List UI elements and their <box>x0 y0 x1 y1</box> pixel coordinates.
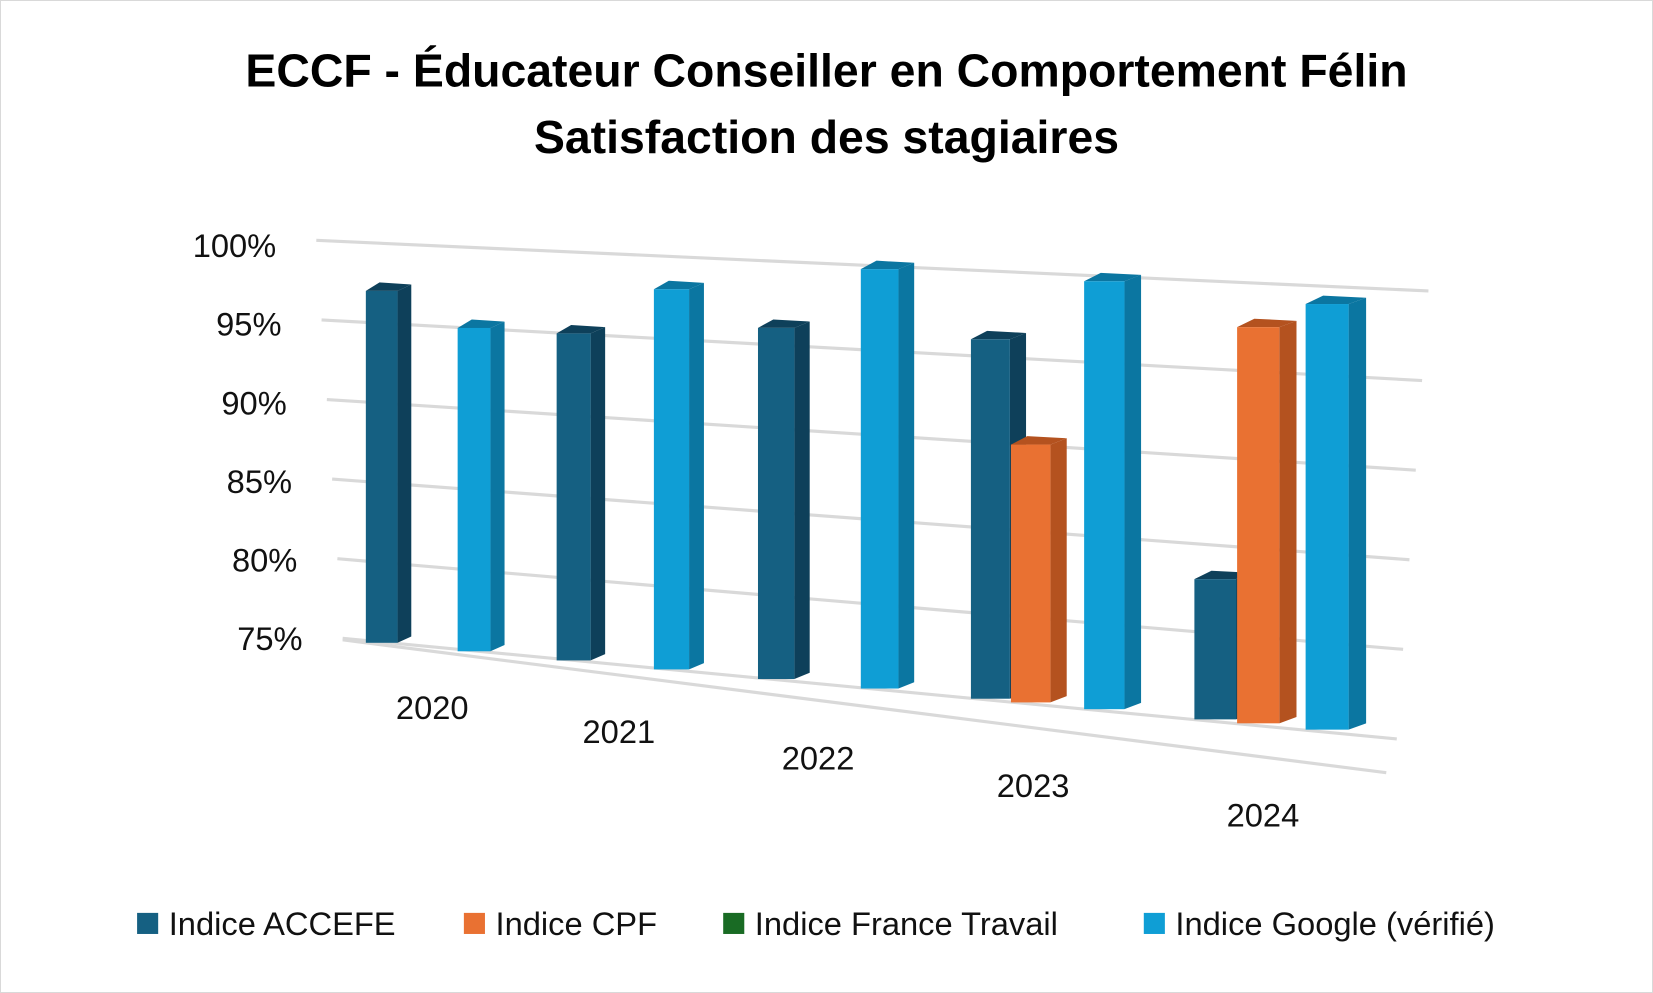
bar-side <box>1279 320 1297 724</box>
bar-top <box>1305 295 1367 305</box>
legend-swatch <box>463 912 485 934</box>
y-tick-label: 90% <box>221 384 286 421</box>
bar-top <box>1010 436 1067 445</box>
y-tick-label: 85% <box>227 463 292 500</box>
bar-front <box>970 339 1010 699</box>
legend-item: Indice ACCEFE <box>137 905 396 942</box>
bar-top <box>970 330 1027 340</box>
chart-title: ECCF - Éducateur Conseiller en Comportem… <box>245 44 1407 96</box>
bar-side <box>397 284 412 643</box>
bar-front <box>457 327 491 652</box>
y-tick-label: 100% <box>193 227 277 264</box>
bar-side <box>1050 438 1067 703</box>
bar-front <box>1305 304 1349 730</box>
bar-top <box>457 319 505 328</box>
bar-top <box>1084 272 1142 282</box>
bar-front <box>1194 579 1237 720</box>
legend-item: Indice CPF <box>463 905 658 942</box>
bar-front <box>1084 281 1125 710</box>
bar-front <box>556 333 591 661</box>
bar-top <box>757 319 810 328</box>
legend-item: Indice Google (vérifié) <box>1143 905 1495 942</box>
bar-top <box>1237 318 1297 328</box>
x-tick-label: 2024 <box>1227 796 1300 833</box>
bar-2021-indice-accefe <box>556 324 606 661</box>
bar-front <box>365 290 398 643</box>
bar-side <box>794 321 810 680</box>
bar-2020-indice-google-v-rifi- <box>457 319 505 652</box>
bar-2024-indice-cpf <box>1237 318 1297 724</box>
legend-swatch <box>723 912 745 934</box>
bar-top <box>653 280 704 290</box>
bar-2024-indice-google-v-rifi- <box>1305 295 1367 730</box>
bar-2022-indice-google-v-rifi- <box>860 260 915 689</box>
legend-label: Indice France Travail <box>755 905 1058 942</box>
gridline <box>342 636 1397 741</box>
y-tick-label: 95% <box>216 306 281 343</box>
y-tick-label: 80% <box>232 541 297 578</box>
x-tick-label: 2023 <box>997 767 1070 804</box>
bar-front <box>757 327 795 680</box>
bar-front <box>653 289 690 670</box>
legend-swatch <box>137 912 159 934</box>
bar-top <box>556 324 606 334</box>
bar-2023-indice-cpf <box>1010 436 1067 703</box>
bar-top <box>365 282 412 291</box>
legend-swatch <box>1143 912 1165 934</box>
bar-side <box>689 282 704 670</box>
bar-2023-indice-google-v-rifi- <box>1084 272 1142 710</box>
bar-2021-indice-google-v-rifi- <box>653 280 704 670</box>
bar-side <box>490 321 505 652</box>
x-tick-label: 2021 <box>583 713 656 750</box>
chart-subtitle: Satisfaction des stagiaires <box>534 111 1119 163</box>
bar-top <box>860 260 915 270</box>
bar-side <box>1124 274 1142 710</box>
x-tick-label: 2020 <box>396 689 469 726</box>
bar-side <box>898 262 915 689</box>
legend-label: Indice Google (vérifié) <box>1175 905 1494 942</box>
bar-front <box>860 269 899 689</box>
legend-label: Indice CPF <box>496 905 658 942</box>
bar-side <box>590 327 606 661</box>
x-tick-label: 2022 <box>782 740 855 777</box>
bar-front <box>1237 327 1280 724</box>
legend-label: Indice ACCEFE <box>169 905 396 942</box>
bar-front <box>1010 444 1051 703</box>
bar-2022-indice-accefe <box>757 319 810 680</box>
legend-item: Indice France Travail <box>723 905 1058 942</box>
bar-side <box>1348 297 1367 730</box>
y-tick-label: 75% <box>237 620 302 657</box>
bar-2020-indice-accefe <box>365 282 412 643</box>
floor-edge <box>342 638 1387 775</box>
